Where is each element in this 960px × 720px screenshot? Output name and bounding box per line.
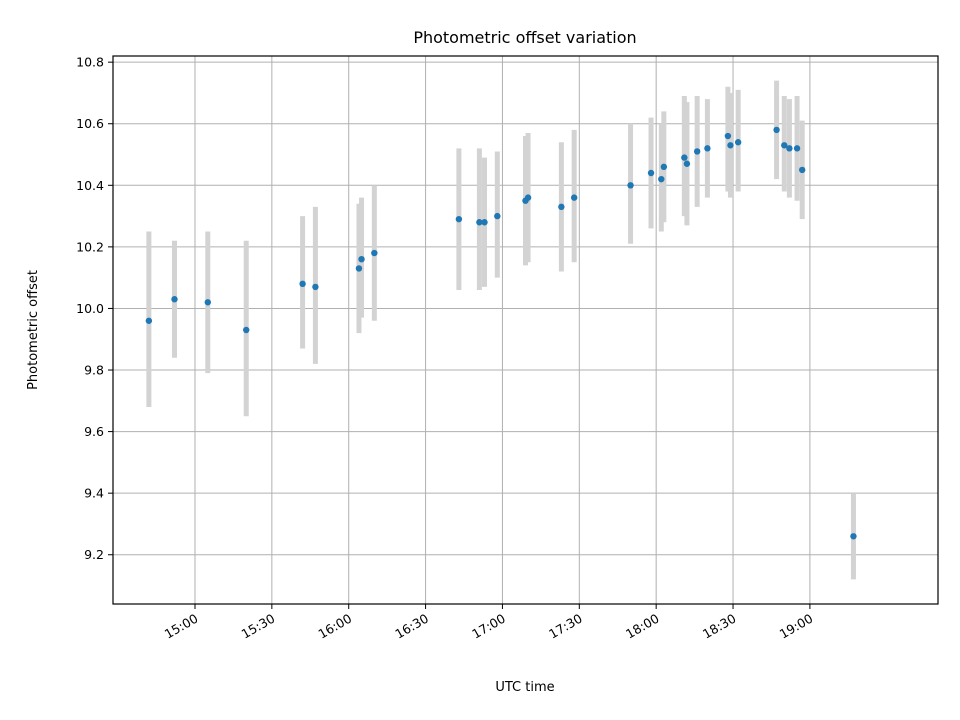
data-point	[570, 194, 578, 201]
plot-frame	[112, 55, 939, 605]
data-points	[145, 126, 857, 540]
chart-title: Photometric offset variation	[413, 28, 636, 47]
y-axis-label: Photometric offset	[26, 270, 41, 390]
y-axis-ticks: 9.2 9.4 9.6 9.8 10.0 10.2 10.4 10.6 10.8	[76, 55, 113, 562]
data-point	[558, 203, 565, 211]
data-point	[647, 169, 655, 177]
x-tick-label: 17:30	[546, 611, 585, 642]
data-point	[481, 219, 488, 226]
data-point	[299, 280, 306, 288]
x-tick-label: 18:30	[700, 611, 739, 642]
data-point	[171, 296, 178, 303]
y-tick-label: 10.6	[76, 116, 104, 131]
x-tick-label: 16:00	[316, 611, 355, 642]
x-tick-label: 19:00	[777, 611, 816, 642]
data-point	[773, 126, 780, 134]
data-point	[660, 163, 668, 171]
y-tick-label: 10.2	[76, 239, 104, 254]
error-bars	[146, 80, 856, 580]
data-point	[145, 317, 153, 324]
data-point	[683, 160, 691, 167]
y-tick-label: 9.6	[84, 424, 104, 439]
x-tick-label: 18:00	[623, 611, 662, 642]
y-tick-label: 9.4	[84, 486, 104, 501]
data-point	[476, 219, 483, 226]
y-tick-label: 9.2	[84, 547, 104, 562]
data-point	[524, 194, 532, 201]
data-point	[734, 139, 742, 146]
data-point	[371, 249, 378, 257]
x-axis-label: UTC time	[495, 680, 554, 695]
data-point	[455, 215, 463, 223]
data-point	[693, 148, 701, 155]
data-point	[793, 145, 801, 152]
x-axis-ticks: 15:00 15:30 16:00 16:30 17:00 17:30 18:00 18:30…	[162, 604, 816, 642]
data-point	[494, 212, 501, 220]
data-point	[799, 166, 806, 174]
y-tick-label: 10.0	[76, 301, 104, 316]
data-point	[358, 255, 365, 263]
x-tick-label: 17:00	[469, 611, 508, 642]
x-tick-label: 15:00	[162, 611, 201, 642]
data-point	[781, 142, 788, 149]
y-tick-label: 10.8	[76, 55, 104, 70]
data-point	[243, 326, 250, 334]
y-tick-label: 10.4	[76, 178, 104, 193]
data-point	[850, 533, 857, 540]
y-tick-label: 9.8	[84, 363, 104, 378]
data-point	[724, 132, 732, 140]
x-tick-label: 15:30	[239, 611, 278, 642]
data-point	[658, 175, 665, 183]
data-point	[727, 142, 734, 149]
data-point	[681, 154, 688, 161]
data-point	[355, 265, 363, 272]
data-point	[786, 145, 793, 152]
data-point	[204, 299, 211, 306]
grid-lines	[113, 56, 938, 604]
data-point	[627, 182, 634, 189]
data-point	[312, 283, 319, 291]
x-tick-label: 16:30	[392, 611, 431, 642]
data-point	[704, 145, 711, 152]
